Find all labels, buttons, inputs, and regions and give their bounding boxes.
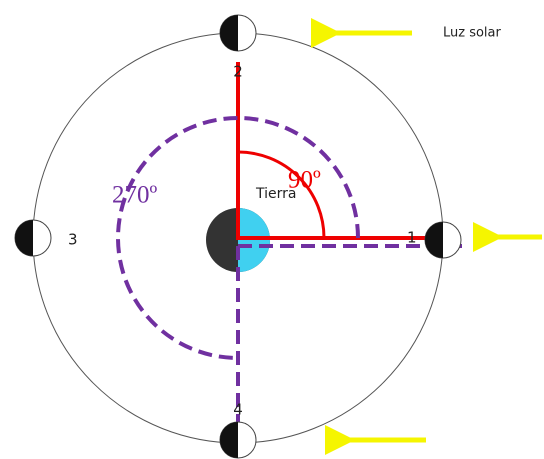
sunlight-label: Luz solar (443, 26, 502, 41)
position-label: 3 (68, 231, 78, 249)
angle-arc-90 (237, 150, 326, 239)
moon (219, 421, 257, 459)
moon (14, 219, 52, 257)
earth-label: Tierra (255, 186, 296, 202)
position-label: 2 (233, 63, 243, 81)
moon (424, 221, 462, 259)
position-label: 1 (407, 229, 417, 247)
angle-arc-270 (116, 116, 360, 360)
angle-label-270: 270º (112, 182, 158, 209)
moon (219, 14, 257, 52)
angle-label-90: 90º (288, 167, 321, 194)
position-label: 4 (233, 401, 243, 419)
